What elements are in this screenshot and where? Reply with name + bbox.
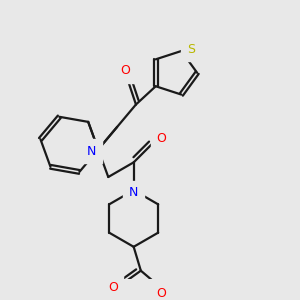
Text: N: N [87,145,96,158]
Text: O: O [108,280,118,294]
Text: O: O [157,286,166,299]
Text: S: S [187,43,195,56]
Text: O: O [121,64,130,77]
Text: N: N [129,187,138,200]
Text: O: O [156,132,166,145]
